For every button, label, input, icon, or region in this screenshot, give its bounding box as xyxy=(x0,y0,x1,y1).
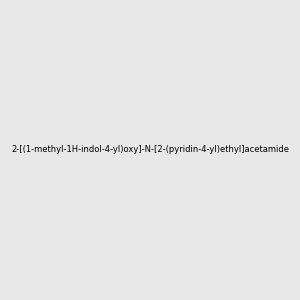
Text: 2-[(1-methyl-1H-indol-4-yl)oxy]-N-[2-(pyridin-4-yl)ethyl]acetamide: 2-[(1-methyl-1H-indol-4-yl)oxy]-N-[2-(py… xyxy=(11,146,289,154)
